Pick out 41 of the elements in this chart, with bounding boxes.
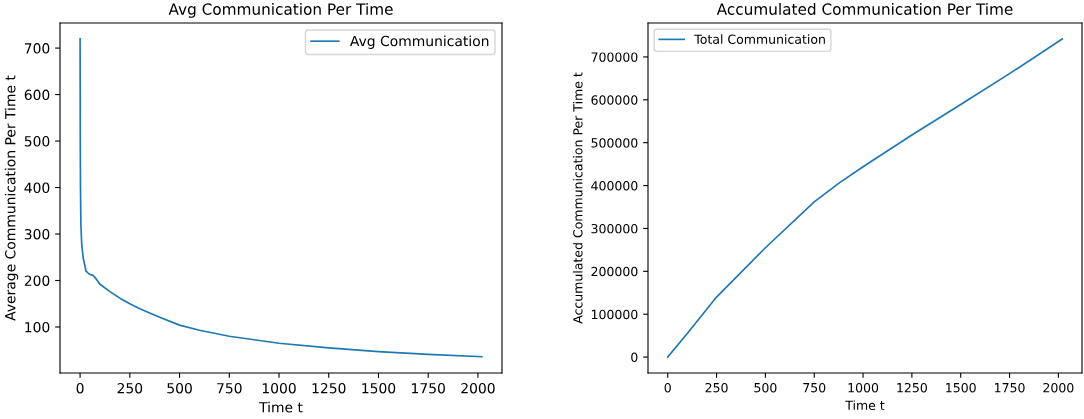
x-tick-label: 500: [167, 382, 192, 394]
y-tick-label: 500000: [591, 138, 638, 148]
legend-label: Total Communication: [694, 34, 825, 44]
x-tick-label: 750: [217, 382, 242, 394]
y-tick-label: 700: [24, 43, 50, 54]
x-tick-label: 1000: [262, 382, 296, 394]
y-tick-label: 300000: [591, 223, 638, 234]
legend-label: Avg Communication: [350, 35, 489, 49]
x-tick-label: 0: [76, 382, 84, 394]
x-tick-label: 1250: [897, 382, 927, 393]
y-axis-title: Average Communication Per Time t: [4, 75, 19, 321]
x-tick-label: 500: [754, 382, 777, 393]
y-tick-label: 100: [25, 321, 50, 333]
chart-title: Avg Communication Per Time: [168, 3, 393, 18]
x-tick-label: 1750: [412, 382, 445, 394]
y-tick-label: 0: [631, 352, 638, 363]
y-tick-label: 200000: [591, 266, 638, 277]
y-axis-title: Accumulated Communication Per Time t: [572, 72, 583, 324]
x-tick-label: 750: [803, 382, 826, 393]
x-axis-title: Time t: [259, 401, 303, 413]
x-tick-label: 2000: [1043, 382, 1074, 393]
y-tick-label: 600: [24, 89, 50, 101]
y-tick-label: 300: [24, 228, 50, 240]
y-tick-label: 500: [24, 136, 50, 147]
x-tick-label: 2000: [461, 382, 495, 394]
x-tick-label: 0: [664, 382, 671, 393]
y-tick-label: 400: [24, 182, 50, 194]
y-tick-label: 700000: [591, 52, 638, 62]
x-axis-title: Time t: [845, 400, 885, 411]
y-tick-label: 400000: [591, 181, 638, 191]
x-tick-label: 250: [705, 382, 728, 393]
x-tick-label: 1500: [946, 382, 976, 393]
x-tick-label: 250: [117, 382, 143, 394]
y-tick-label: 100000: [591, 309, 638, 320]
chart-title: Accumulated Communication Per Time: [716, 3, 1013, 15]
x-tick-label: 1000: [848, 382, 879, 393]
y-tick-label: 600000: [591, 95, 638, 105]
x-tick-label: 1500: [362, 382, 396, 394]
x-tick-label: 1250: [312, 382, 346, 394]
y-tick-label: 200: [24, 275, 50, 286]
x-tick-label: 1750: [995, 382, 1025, 393]
